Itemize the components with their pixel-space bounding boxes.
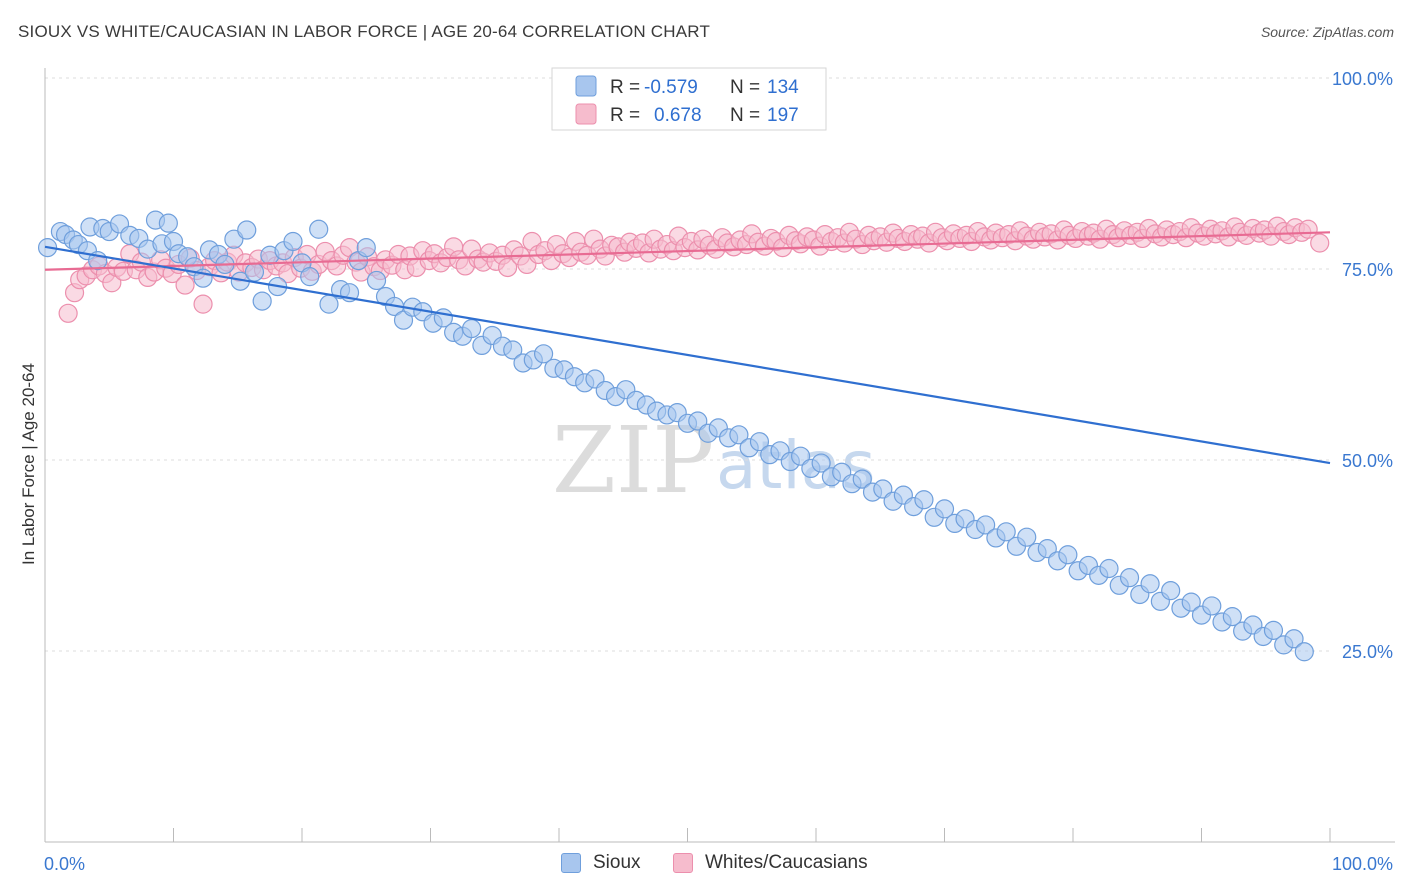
y-tick-label: 75.0% [1342,260,1393,280]
sioux-point [319,294,339,314]
trendlines [44,231,1331,465]
axes [44,68,1395,843]
y-axis-title: In Labor Force | Age 20-64 [19,363,38,565]
sioux-point [283,231,303,252]
bottom-legend-sioux: Sioux [561,852,641,874]
sioux-point [1294,642,1314,662]
sioux-point [300,267,320,287]
sioux-point [1263,620,1284,640]
source-label: Source: ZipAtlas.com [1260,24,1394,40]
sioux-point [309,219,329,239]
y-tick-label: 25.0% [1342,642,1393,662]
whites-point [58,303,78,323]
sioux-point [244,262,265,282]
sioux-point [1161,581,1181,601]
sioux-point [1119,568,1140,588]
whites-point [193,294,213,314]
legend-sioux-r-label: R = [610,77,640,98]
bottom-legend-whites-label: Whites/Caucasians [705,852,868,873]
sioux-point [503,340,523,360]
sioux-point [749,432,770,452]
legend-whites-swatch [575,103,597,125]
sioux-point [934,499,955,519]
sioux-point [811,453,831,473]
legend-whites-r-label: R = [610,105,640,126]
sioux-point [790,446,811,466]
legend: R = -0.579 N = 134 R = 0.678 N = 197 [551,67,827,131]
sioux-point [533,344,554,364]
sioux-point [1202,596,1222,616]
sioux-point [1222,607,1242,627]
sioux-points [37,210,1314,662]
sioux-point [1181,592,1201,612]
legend-sioux-swatch [575,75,597,97]
sioux-point [158,213,178,233]
legend-sioux-n-label: N = [730,77,760,98]
legend-sioux-r-value: -0.579 [644,77,698,98]
sioux-point [366,270,387,291]
y-tick-label: 100.0% [1332,69,1393,89]
bottom-legend-whites-swatch [673,853,693,873]
tick-labels: 25.0% 50.0% 75.0% 100.0% 0.0% 100.0% [44,69,1393,874]
bottom-legend-whites: Whites/Caucasians [673,852,868,874]
sioux-point [252,291,272,311]
sioux-point [1099,558,1119,579]
sioux-trendline [44,245,1331,465]
sioux-point [1284,629,1304,649]
sioux-point [852,469,872,489]
sioux-point [1058,545,1078,565]
sioux-point [873,479,893,499]
whites-point [175,275,195,295]
sioux-point [729,425,749,445]
sioux-point [1140,574,1160,594]
legend-sioux-n-value: 134 [767,77,799,98]
bottom-legend-sioux-swatch [561,853,581,873]
sioux-point [914,490,934,510]
bottom-legend-sioux-label: Sioux [593,852,641,873]
whites-point [1310,233,1330,253]
sioux-point [356,238,376,258]
x-tick-label: 100.0% [1332,854,1393,874]
sioux-point [1017,527,1037,547]
whites-trendline [44,231,1331,271]
sioux-point [976,515,996,535]
sioux-point [393,310,414,330]
sioux-point [996,522,1016,542]
legend-whites-n-label: N = [730,105,760,126]
sioux-point [237,220,257,240]
x-tick-label: 0.0% [44,854,85,874]
grid [45,77,1330,652]
legend-box [551,67,827,131]
sioux-point [1037,539,1057,559]
whites-point [498,257,518,278]
sioux-point [688,411,708,431]
sioux-point [462,318,482,339]
chart-title: SIOUX VS WHITE/CAUCASIAN IN LABOR FORCE … [18,22,711,41]
legend-whites-r-value: 0.678 [654,105,702,126]
legend-whites-n-value: 197 [767,105,799,126]
y-tick-label: 50.0% [1342,451,1393,471]
bottom-legend: Sioux Whites/Caucasians [0,850,1406,880]
